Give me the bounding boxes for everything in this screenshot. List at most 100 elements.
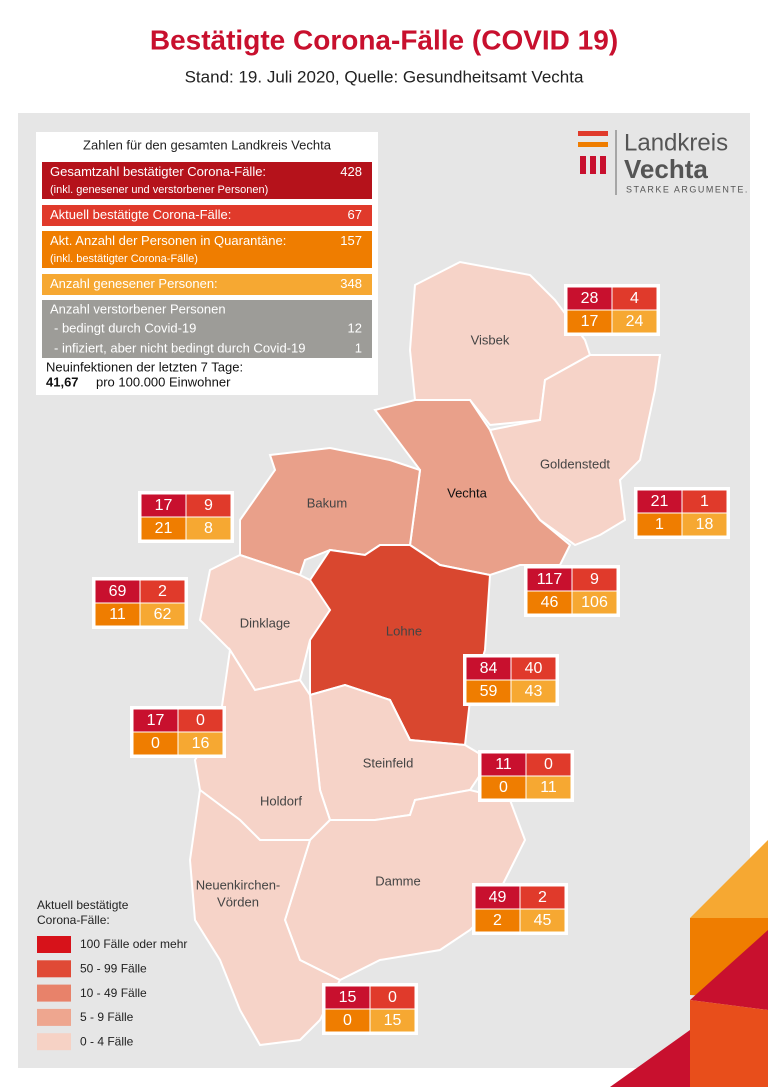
legend-swatch [37, 1008, 71, 1026]
municipality-name: Dinklage [240, 615, 291, 630]
area-dinklage [198, 553, 332, 692]
stat-value: 49 [489, 889, 507, 906]
stat-value: 28 [581, 290, 599, 307]
subtitle: Stand: 19. Juli 2020, Quelle: Gesundheit… [185, 67, 584, 86]
area-goldenstedt [488, 354, 662, 547]
municipality-name: Neuenkirchen- [196, 877, 281, 892]
stat-value: 43 [525, 683, 543, 700]
summary-label: Anzahl genesener Personen: [50, 276, 218, 291]
stat-value: 1 [655, 516, 664, 533]
stat-value: 1 [700, 493, 709, 510]
logo-bar [578, 142, 608, 147]
stat-value: 17 [155, 497, 173, 514]
stat-value: 16 [192, 735, 210, 752]
summary-row [42, 274, 372, 295]
summary-label: Akt. Anzahl der Personen in Quarantäne: [50, 233, 286, 248]
legend-swatch [37, 936, 71, 953]
legend-label: 10 - 49 Fälle [80, 986, 147, 1000]
stat-value: 18 [696, 516, 714, 533]
stat-cell [510, 679, 557, 704]
deco [690, 930, 768, 1010]
stat-value: 8 [204, 520, 213, 537]
deco [610, 1030, 690, 1087]
legend-swatch [37, 984, 71, 1002]
stat-value: 11 [540, 779, 557, 796]
stat-value: 17 [147, 712, 165, 729]
municipality-name: Visbek [471, 332, 510, 347]
summary-sublabel: - bedingt durch Covid-19 [54, 320, 196, 335]
incidence-unit: pro 100.000 Einwohner [96, 374, 231, 389]
summary-note: (inkl. bestätigter Corona-Fälle) [50, 253, 198, 265]
summary-label: Anzahl verstorbener Personen [50, 301, 226, 316]
stat-value: 59 [480, 683, 498, 700]
municipality-name: Damme [375, 873, 421, 888]
stat-value: 2 [158, 583, 167, 600]
stat-value: 24 [626, 313, 644, 330]
stat-value: 0 [544, 756, 553, 773]
stat-value: 0 [196, 712, 205, 729]
legend-swatch [37, 960, 71, 978]
incidence-label: Neuinfektionen der letzten 7 Tage: [46, 359, 243, 374]
stat-value: 0 [388, 989, 397, 1006]
stat-value: 117 [537, 571, 563, 588]
stat-cell [519, 908, 566, 933]
municipality-name: Holdorf [260, 793, 302, 808]
summary-value: 67 [348, 207, 362, 222]
summary-value: 348 [340, 276, 362, 291]
deco [690, 840, 768, 918]
summary-row [42, 205, 372, 226]
summary-value: 12 [348, 320, 362, 335]
municipality-name: Bakum [307, 495, 347, 510]
map [188, 260, 662, 1047]
incidence-value: 41,67 [46, 374, 79, 389]
stat-value: 17 [581, 313, 599, 330]
stat-value: 15 [339, 989, 357, 1006]
stat-cell [177, 731, 224, 756]
stat-cell [139, 602, 186, 627]
legend-title: Corona-Fälle: [37, 913, 110, 927]
stat-value: 2 [493, 912, 502, 929]
stat-value: 40 [525, 660, 543, 677]
deco [690, 1000, 768, 1087]
stat-value: 45 [534, 912, 552, 929]
stat-value: 62 [154, 606, 172, 623]
stat-value: 21 [155, 520, 173, 537]
summary-row [42, 231, 372, 268]
stat-cell [611, 309, 658, 334]
stat-value: 11 [495, 756, 512, 773]
stat-cell [369, 1008, 416, 1033]
stat-cell [681, 512, 728, 537]
summary-row [42, 300, 372, 358]
legend-label: 0 - 4 Fälle [80, 1034, 134, 1048]
summary-value: 1 [355, 340, 362, 355]
stat-value: 9 [204, 497, 213, 514]
summary-label: Aktuell bestätigte Corona-Fälle: [50, 207, 231, 222]
municipality-name: Goldenstedt [540, 456, 610, 471]
legend-swatch [37, 1033, 71, 1051]
title: Bestätigte Corona-Fälle (COVID 19) [150, 24, 618, 55]
summary-row [42, 162, 372, 199]
stat-value: 9 [590, 571, 599, 588]
summary-note: (inkl. genesener und verstorbener Person… [50, 184, 268, 196]
logo-bar [600, 156, 606, 174]
logo-bar [580, 156, 586, 174]
logo-bar [578, 131, 608, 136]
stat-cell [525, 775, 572, 800]
municipality-name: Vechta [447, 485, 488, 500]
stat-value: 0 [499, 779, 508, 796]
legend-label: 50 - 99 Fälle [80, 961, 147, 975]
logo-bar [590, 156, 596, 174]
summary-sublabel: - infiziert, aber nicht bedingt durch Co… [54, 340, 305, 355]
stat-value: 4 [630, 290, 639, 307]
municipality-name: Vörden [217, 894, 259, 909]
municipality-name: Lohne [386, 623, 422, 638]
summary-heading: Zahlen für den gesamten Landkreis Vechta [83, 137, 332, 152]
area-neuenkirchen [188, 788, 342, 1047]
stat-value: 21 [651, 493, 669, 510]
stat-value: 0 [151, 735, 160, 752]
legend-label: 5 - 9 Fälle [80, 1010, 134, 1024]
logo: Landkreis Vechta STARKE ARGUMENTE. [578, 129, 747, 195]
stat-cell [185, 516, 232, 541]
